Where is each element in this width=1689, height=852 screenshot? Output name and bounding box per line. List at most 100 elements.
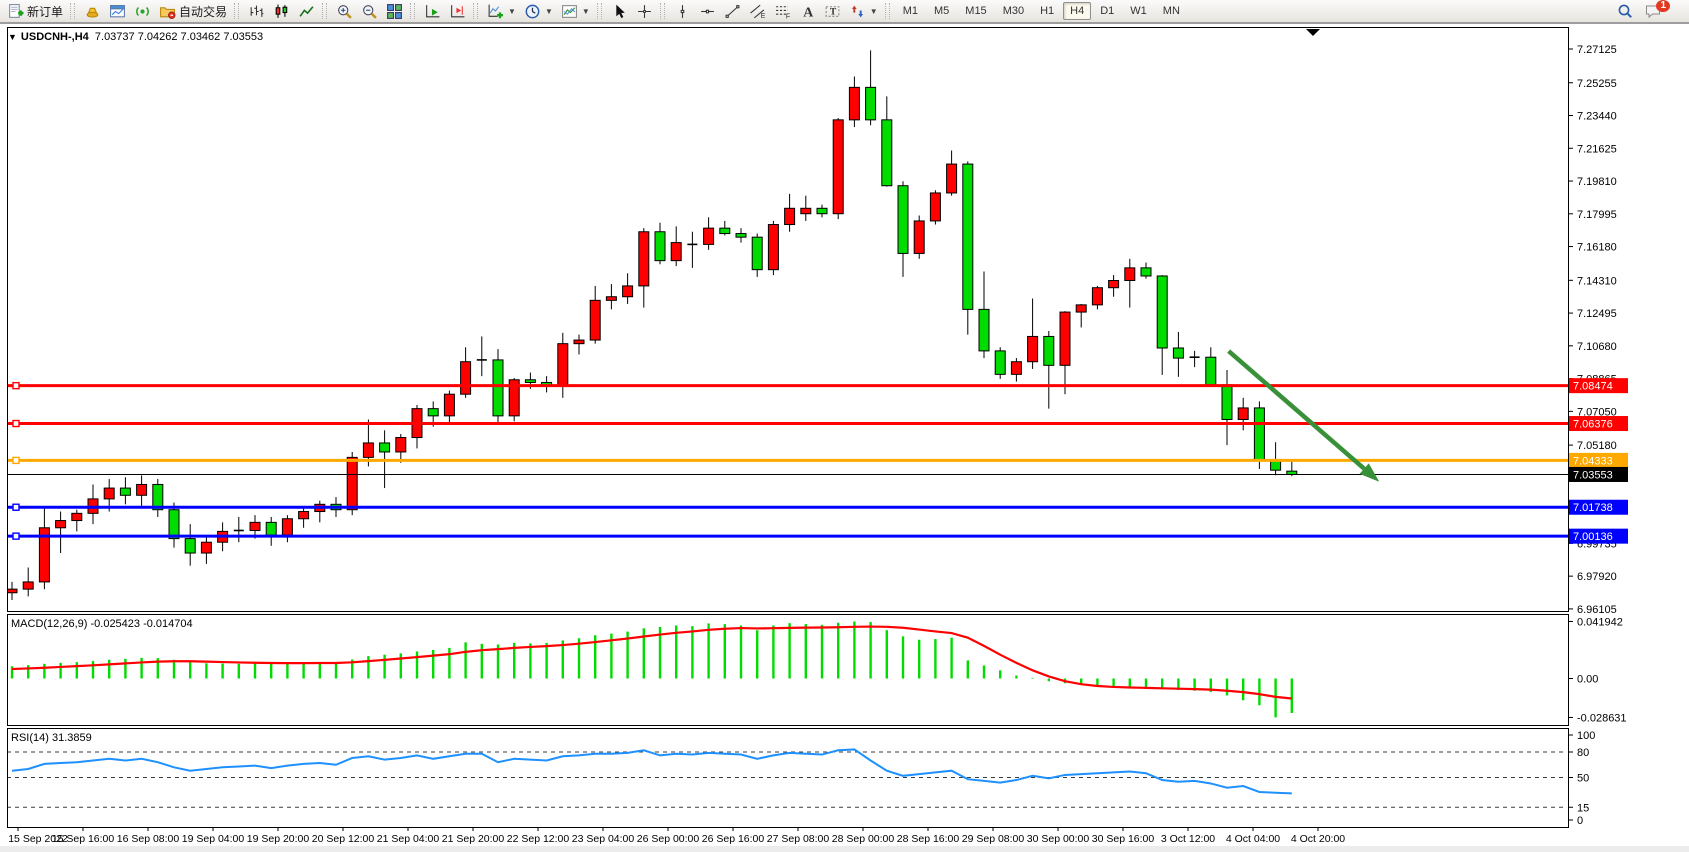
toolbar-separator bbox=[659, 3, 665, 19]
svg-text:100: 100 bbox=[1577, 730, 1595, 742]
timeframe-MN[interactable]: MN bbox=[1162, 5, 1180, 17]
timeframe-H4[interactable]: H4 bbox=[1063, 2, 1092, 20]
toolbar-button-trendline[interactable] bbox=[720, 0, 745, 22]
toolbar-button-new-order[interactable]: 新订单 bbox=[3, 0, 67, 22]
svg-text:28 Sep 16:00: 28 Sep 16:00 bbox=[897, 833, 960, 845]
svg-text:6.97920: 6.97920 bbox=[1577, 571, 1617, 583]
market-icon bbox=[86, 7, 99, 18]
price-badge-7.06376: 7.06376 bbox=[1569, 416, 1628, 432]
chart-title-ohlc: 7.03737 7.04262 7.03462 7.03553 bbox=[94, 31, 264, 43]
signals-icon bbox=[136, 6, 149, 16]
toolbar-button-zoom-out[interactable] bbox=[357, 0, 382, 22]
clock-icon bbox=[525, 4, 540, 18]
svg-text:22 Sep 12:00: 22 Sep 12:00 bbox=[507, 833, 570, 845]
dropdown-arrow-icon[interactable]: ▼ bbox=[869, 6, 878, 16]
svg-text:7.10680: 7.10680 bbox=[1577, 341, 1617, 353]
svg-text:19 Sep 20:00: 19 Sep 20:00 bbox=[247, 833, 310, 845]
price-axis: 7.27125 7.25255 7.23440 7.21625 7.19810 7.179… bbox=[1568, 44, 1617, 616]
timeframe-M1[interactable]: M1 bbox=[902, 5, 918, 17]
timeframe-M30[interactable]: M30 bbox=[1002, 5, 1025, 17]
toolbar-button-horizontal-line[interactable] bbox=[695, 0, 720, 22]
toolbar-button-text[interactable]: A bbox=[795, 0, 820, 22]
hline-7.01738[interactable] bbox=[7, 503, 1568, 511]
rsi-panel bbox=[8, 748, 1567, 808]
toolbar-button-bar-chart-mode[interactable] bbox=[244, 0, 269, 22]
macd-values: -0.025423 -0.014704 bbox=[90, 618, 193, 630]
toolbar-button-search[interactable] bbox=[1613, 0, 1637, 22]
svg-text:7.12495: 7.12495 bbox=[1577, 308, 1617, 320]
svg-text:4 Oct 04:00: 4 Oct 04:00 bbox=[1226, 833, 1280, 845]
toolbar-button-label: 自动交易 bbox=[179, 4, 228, 19]
hline-7.00136[interactable] bbox=[7, 532, 1568, 540]
hline-7.04333[interactable] bbox=[7, 456, 1568, 465]
timeframe-D1[interactable]: D1 bbox=[1100, 5, 1115, 17]
tile-icon bbox=[387, 3, 402, 19]
toolbar-button-templates[interactable]: ▼ bbox=[557, 0, 594, 22]
svg-text:7.16180: 7.16180 bbox=[1577, 242, 1617, 254]
toolbar: 新订单 自动交易 ▼ ▼ ▼ E F A T ▼ M1 M5 M15 M30 H1 H4 D1 W1 MN 1 bbox=[0, 0, 1689, 23]
hline-7.08474[interactable] bbox=[7, 381, 1568, 390]
toolbar-button-equidistant-channel[interactable]: E bbox=[745, 0, 770, 22]
svg-text:15: 15 bbox=[1577, 802, 1589, 814]
svg-text:16 Sep 08:00: 16 Sep 08:00 bbox=[117, 833, 180, 845]
svg-text:T: T bbox=[830, 6, 837, 17]
toolbar-button-periods[interactable]: ▼ bbox=[520, 0, 557, 22]
dropdown-arrow-icon[interactable]: ▼ bbox=[508, 6, 516, 16]
toolbar-button-arrows[interactable]: ▼ bbox=[845, 0, 882, 22]
timeframe-M5[interactable]: M5 bbox=[934, 5, 950, 17]
svg-text:0.041942: 0.041942 bbox=[1577, 616, 1623, 628]
svg-text:7.17995: 7.17995 bbox=[1577, 209, 1617, 221]
chart-shift-marker[interactable] bbox=[1306, 29, 1320, 36]
toolbar-button-autotrading[interactable]: 自动交易 bbox=[155, 0, 231, 22]
svg-text:7.06376: 7.06376 bbox=[1573, 419, 1613, 431]
svg-text:7.08474: 7.08474 bbox=[1573, 381, 1613, 393]
svg-text:28 Sep 00:00: 28 Sep 00:00 bbox=[832, 833, 895, 845]
zoom-out-icon bbox=[363, 4, 377, 19]
toolbar-button-chart-shift[interactable] bbox=[445, 0, 470, 22]
search-icon bbox=[1619, 4, 1633, 18]
rsi-axis: 100 80 50 150 bbox=[1568, 730, 1595, 827]
hline-7.06376[interactable] bbox=[7, 419, 1568, 428]
trend-arrow[interactable] bbox=[1227, 349, 1380, 482]
dropdown-arrow-icon[interactable]: ▼ bbox=[544, 6, 553, 16]
toolbar-button-candlestick-mode[interactable] bbox=[269, 0, 294, 22]
toolbar-separator bbox=[410, 3, 416, 19]
vline-icon bbox=[680, 4, 685, 18]
toolbar-button-vertical-line[interactable] bbox=[670, 0, 695, 22]
toolbar-button-charts-window[interactable] bbox=[105, 0, 130, 22]
svg-text:26 Sep 00:00: 26 Sep 00:00 bbox=[637, 833, 700, 845]
toolbar-separator bbox=[322, 3, 328, 19]
svg-text:4 Oct 20:00: 4 Oct 20:00 bbox=[1291, 833, 1345, 845]
toolbar-button-signals[interactable] bbox=[130, 0, 155, 22]
toolbar-button-market[interactable] bbox=[80, 0, 105, 22]
macd-panel bbox=[10, 621, 1294, 718]
toolbar-button-crosshair[interactable] bbox=[632, 0, 657, 22]
toolbar-button-auto-scroll[interactable] bbox=[420, 0, 445, 22]
timeframe-H1[interactable]: H1 bbox=[1040, 5, 1055, 17]
toolbar-separator bbox=[596, 3, 602, 19]
price-badge-7.04333: 7.04333 bbox=[1569, 452, 1628, 468]
svg-text:7.05180: 7.05180 bbox=[1577, 440, 1617, 452]
macd-axis: 0.041942 0.00 -0.028631 bbox=[1568, 616, 1627, 724]
toolbar-button-indicators[interactable]: ▼ bbox=[483, 0, 520, 22]
svg-text:0: 0 bbox=[1577, 815, 1583, 827]
svg-text:7.14310: 7.14310 bbox=[1577, 275, 1617, 287]
toolbar-button-tile-windows[interactable] bbox=[382, 0, 407, 22]
svg-text:30 Sep 16:00: 30 Sep 16:00 bbox=[1092, 833, 1155, 845]
toolbar-button-cursor[interactable] bbox=[607, 0, 632, 22]
svg-text:7.27125: 7.27125 bbox=[1577, 44, 1617, 56]
collapse-triangle-icon[interactable]: ▼ bbox=[8, 32, 17, 42]
toolbar-button-fibonacci[interactable]: F bbox=[770, 0, 795, 22]
toolbar-button-zoom-in[interactable] bbox=[332, 0, 357, 22]
toolbar-button-notifications[interactable]: 1 bbox=[1641, 0, 1682, 22]
svg-text:6.96105: 6.96105 bbox=[1577, 604, 1617, 616]
svg-text:-0.028631: -0.028631 bbox=[1577, 712, 1627, 724]
toolbar-button-line-chart-mode[interactable] bbox=[294, 0, 319, 22]
dropdown-arrow-icon[interactable]: ▼ bbox=[581, 6, 590, 16]
timeframe-W1[interactable]: W1 bbox=[1130, 5, 1147, 17]
timeframe-M15[interactable]: M15 bbox=[965, 5, 987, 17]
toolbar-button-text-label[interactable]: T bbox=[820, 0, 845, 22]
hline-icon bbox=[700, 9, 714, 13]
